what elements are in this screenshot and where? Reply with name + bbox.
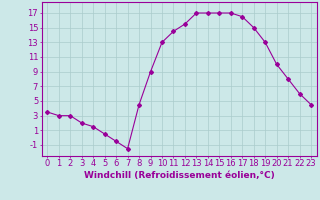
- X-axis label: Windchill (Refroidissement éolien,°C): Windchill (Refroidissement éolien,°C): [84, 171, 275, 180]
